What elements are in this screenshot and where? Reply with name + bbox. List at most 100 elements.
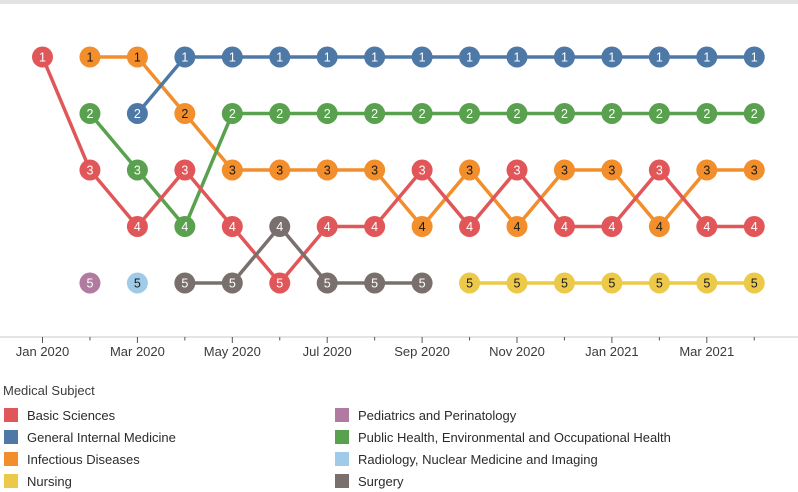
data-point-label: 3 — [86, 164, 93, 178]
data-point[interactable] — [126, 46, 148, 68]
data-point[interactable] — [411, 272, 433, 294]
data-point[interactable] — [601, 216, 623, 237]
data-point[interactable] — [459, 216, 481, 237]
data-point[interactable] — [32, 46, 53, 68]
data-point[interactable] — [743, 103, 765, 124]
data-point[interactable] — [221, 272, 243, 294]
data-point[interactable] — [743, 216, 765, 237]
data-point[interactable] — [696, 272, 718, 294]
data-point[interactable] — [648, 159, 670, 181]
data-point[interactable] — [553, 159, 575, 181]
data-point[interactable] — [696, 216, 718, 237]
data-point[interactable] — [174, 103, 196, 124]
legend-item[interactable]: Radiology, Nuclear Medicine and Imaging — [335, 448, 671, 470]
data-point[interactable] — [174, 216, 196, 237]
data-point[interactable] — [553, 103, 575, 124]
data-point[interactable] — [126, 103, 148, 124]
data-point[interactable] — [601, 159, 623, 181]
data-point[interactable] — [743, 159, 765, 181]
data-point[interactable] — [411, 46, 433, 68]
legend-swatch-icon — [4, 430, 18, 444]
data-point[interactable] — [269, 272, 291, 294]
data-point[interactable] — [459, 272, 481, 294]
legend-column: Basic Sciences General Internal Medicine I… — [2, 404, 335, 492]
data-point[interactable] — [648, 272, 670, 294]
data-point[interactable] — [506, 159, 528, 181]
legend-columns: Basic Sciences General Internal Medicine I… — [2, 404, 796, 492]
data-point-label: 3 — [514, 164, 521, 178]
data-point[interactable] — [79, 46, 101, 68]
data-point[interactable] — [364, 46, 386, 68]
data-point[interactable] — [316, 159, 338, 181]
data-point[interactable] — [553, 272, 575, 294]
data-point[interactable] — [269, 103, 291, 124]
data-point[interactable] — [459, 103, 481, 124]
x-axis-label: Sep 2020 — [394, 344, 450, 359]
data-point-label: 2 — [561, 107, 568, 121]
data-point[interactable] — [411, 159, 433, 181]
data-point[interactable] — [696, 46, 718, 68]
legend-item[interactable]: General Internal Medicine — [4, 426, 335, 448]
data-point[interactable] — [696, 159, 718, 181]
data-point[interactable] — [601, 103, 623, 124]
data-point[interactable] — [364, 103, 386, 124]
data-point[interactable] — [79, 272, 101, 294]
data-point[interactable] — [459, 46, 481, 68]
data-point[interactable] — [269, 216, 291, 237]
data-point[interactable] — [648, 216, 670, 237]
data-point-label: 3 — [561, 164, 568, 178]
data-point[interactable] — [126, 159, 148, 181]
data-point[interactable] — [553, 46, 575, 68]
data-point[interactable] — [696, 103, 718, 124]
x-axis-label: Jul 2020 — [303, 344, 352, 359]
data-point[interactable] — [601, 272, 623, 294]
legend-item-label: Basic Sciences — [27, 407, 116, 423]
data-point[interactable] — [174, 46, 196, 68]
data-point[interactable] — [79, 159, 101, 181]
legend-swatch-icon — [4, 474, 18, 488]
data-point[interactable] — [506, 46, 528, 68]
data-point-label: 4 — [371, 220, 378, 234]
data-point[interactable] — [221, 46, 243, 68]
data-point[interactable] — [743, 272, 765, 294]
data-point[interactable] — [79, 103, 101, 124]
data-point[interactable] — [269, 159, 291, 181]
data-point[interactable] — [506, 272, 528, 294]
data-point[interactable] — [269, 46, 291, 68]
data-point[interactable] — [648, 103, 670, 124]
data-point[interactable] — [411, 216, 433, 237]
legend-item[interactable]: Nursing — [4, 470, 335, 492]
data-point-label: 5 — [134, 277, 141, 291]
data-point[interactable] — [316, 272, 338, 294]
data-point[interactable] — [364, 272, 386, 294]
data-point[interactable] — [743, 46, 765, 68]
data-point[interactable] — [221, 159, 243, 181]
data-point[interactable] — [364, 159, 386, 181]
data-point[interactable] — [506, 216, 528, 237]
data-point[interactable] — [316, 216, 338, 237]
legend-item[interactable]: Infectious Diseases — [4, 448, 335, 470]
legend-item[interactable]: Surgery — [335, 470, 671, 492]
data-point[interactable] — [506, 103, 528, 124]
data-point-label: 5 — [181, 277, 188, 291]
legend-item[interactable]: Pediatrics and Perinatology — [335, 404, 671, 426]
data-point[interactable] — [174, 159, 196, 181]
data-point[interactable] — [174, 272, 196, 294]
data-point[interactable] — [126, 216, 148, 237]
legend-item[interactable]: Public Health, Environmental and Occupat… — [335, 426, 671, 448]
data-point[interactable] — [316, 46, 338, 68]
data-point[interactable] — [316, 103, 338, 124]
data-point[interactable] — [459, 159, 481, 181]
data-point[interactable] — [411, 103, 433, 124]
data-point-label: 3 — [134, 164, 141, 178]
data-point[interactable] — [601, 46, 623, 68]
data-point-label: 1 — [39, 51, 46, 65]
legend-item[interactable]: Basic Sciences — [4, 404, 335, 426]
data-point[interactable] — [126, 272, 148, 294]
data-point[interactable] — [553, 216, 575, 237]
data-point[interactable] — [648, 46, 670, 68]
data-point[interactable] — [221, 216, 243, 237]
data-point-label: 5 — [276, 277, 283, 291]
data-point[interactable] — [364, 216, 386, 237]
data-point[interactable] — [221, 103, 243, 124]
